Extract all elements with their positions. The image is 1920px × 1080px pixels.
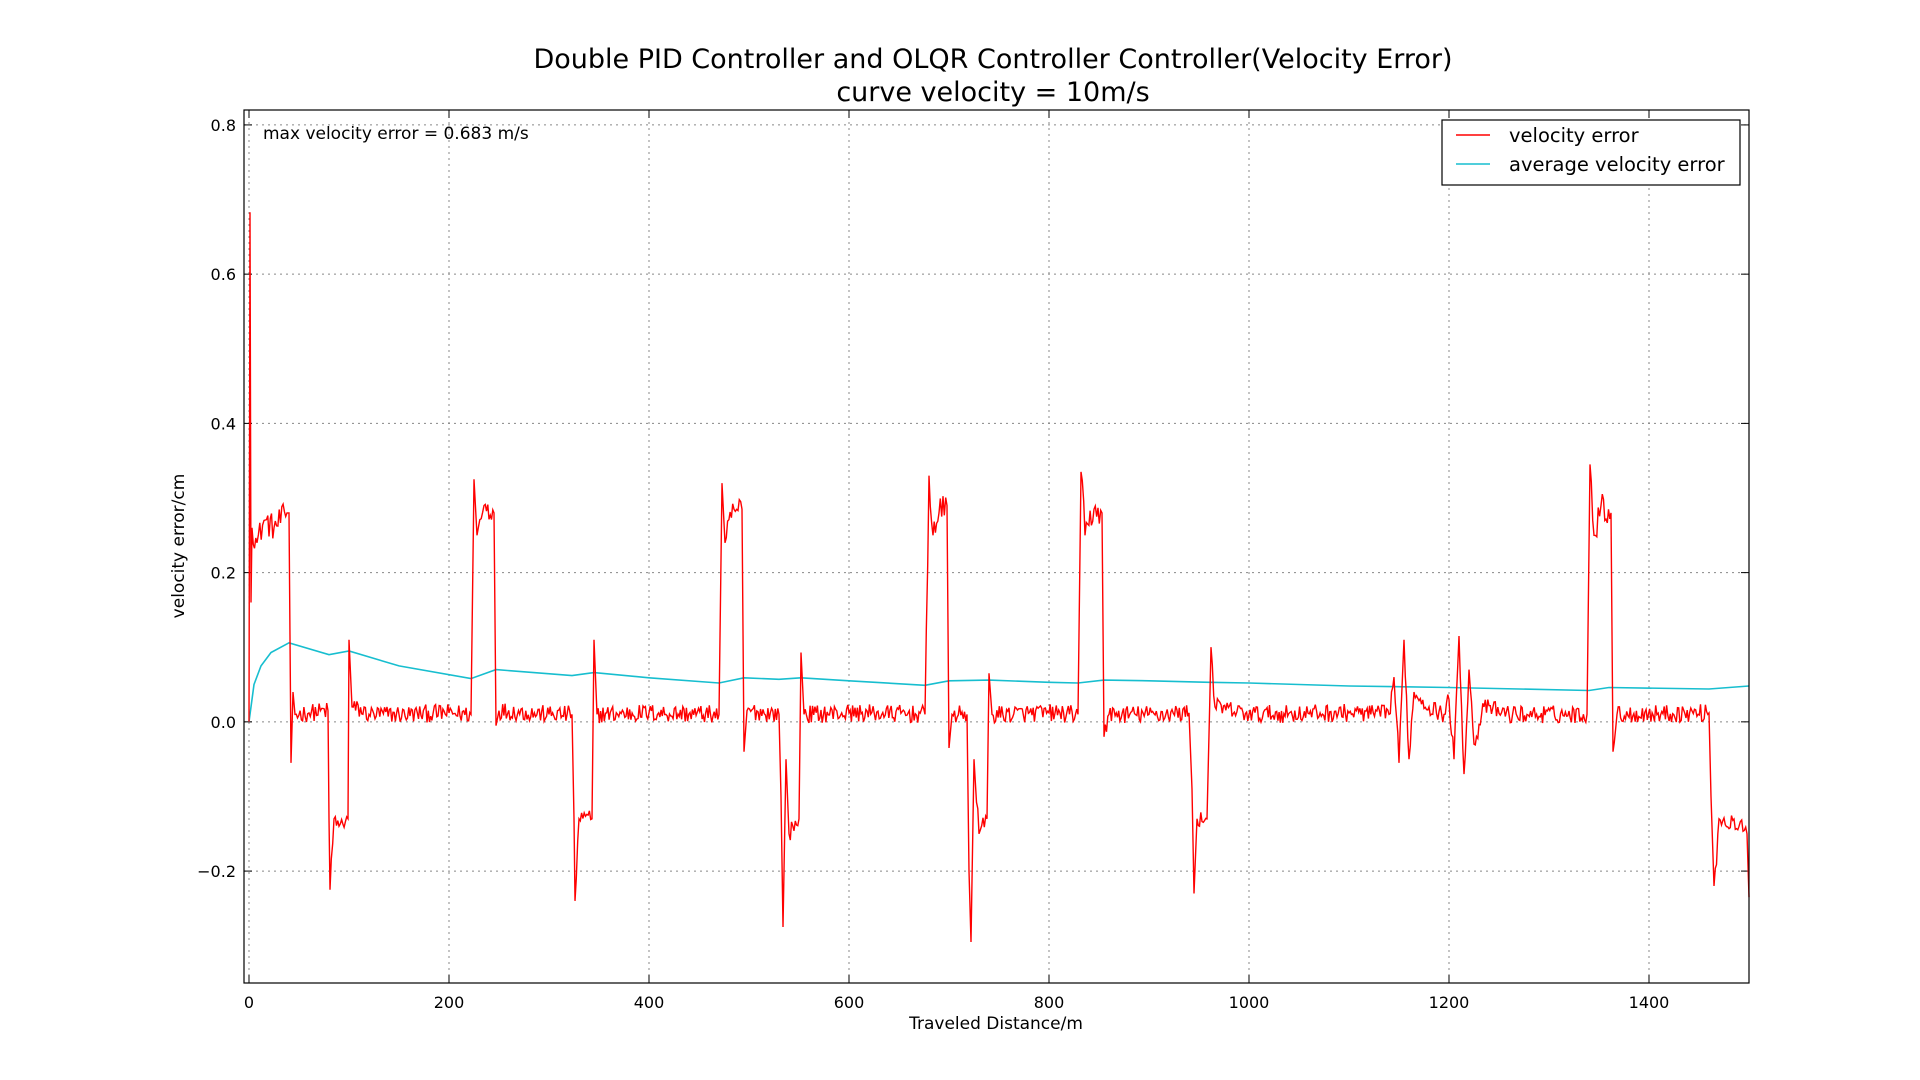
x-tick-label: 1200 bbox=[1429, 993, 1470, 1012]
x-tick-label: 800 bbox=[1034, 993, 1065, 1012]
legend-label-average-velocity-error: average velocity error bbox=[1509, 153, 1726, 176]
max-error-annotation: max velocity error = 0.683 m/s bbox=[263, 124, 529, 144]
plot-area bbox=[244, 110, 1749, 983]
legend-label-velocity-error: velocity error bbox=[1509, 124, 1640, 147]
series-lines bbox=[248, 212, 1750, 943]
series-line-velocity-error bbox=[248, 212, 1750, 943]
x-tick-label: 600 bbox=[834, 993, 865, 1012]
y-tick-label: 0.2 bbox=[211, 564, 236, 583]
x-axis-label: Traveled Distance/m bbox=[908, 1014, 1083, 1034]
y-tick-label: 0.4 bbox=[211, 414, 236, 433]
x-tick-label: 200 bbox=[434, 993, 465, 1012]
legend-box bbox=[1441, 119, 1741, 186]
y-tick-label: 0.6 bbox=[211, 265, 236, 284]
y-tick-label: −0.2 bbox=[197, 862, 236, 881]
y-tick-label: 0.0 bbox=[211, 713, 236, 732]
x-tick-label: 1400 bbox=[1629, 993, 1670, 1012]
y-axis-label: velocity error/cm bbox=[169, 474, 189, 619]
x-tick-label: 1000 bbox=[1229, 993, 1270, 1012]
x-tick-labels: 0 200 400 600 800 1000 1200 1400 bbox=[244, 993, 1669, 1012]
legend: velocity error average velocity error bbox=[1441, 119, 1741, 186]
y-tick-labels: −0.2 0.0 0.2 0.4 0.6 0.8 bbox=[197, 116, 236, 881]
plot-frame bbox=[243, 109, 1750, 984]
axis-ticks bbox=[244, 110, 1749, 983]
y-tick-label: 0.8 bbox=[211, 116, 236, 135]
x-tick-label: 0 bbox=[244, 993, 254, 1012]
chart-title: Double PID Controller and OLQR Controlle… bbox=[533, 44, 1452, 75]
chart-subtitle: curve velocity = 10m/s bbox=[836, 77, 1149, 108]
x-tick-label: 400 bbox=[634, 993, 665, 1012]
